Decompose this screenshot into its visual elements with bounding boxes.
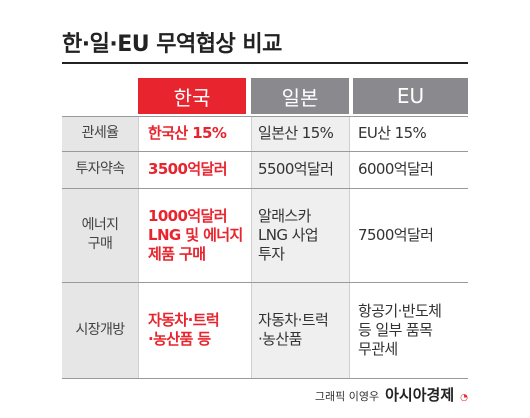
brand-mark-icon: ◔ <box>460 393 468 403</box>
cell-korea-market: 자동차·트럭 ·농산품 등 <box>148 311 220 348</box>
cell-japan-energy: 알래스카 LNG 사업 투자 <box>258 206 319 263</box>
column-divider <box>138 116 139 378</box>
row-label-energy: 에너지 구매 <box>81 217 119 252</box>
row-label-market: 시장개방 <box>75 321 125 338</box>
brand-logo-text: 아시아경제 <box>385 386 455 404</box>
row-divider <box>62 116 468 117</box>
cell-eu-tariff: EU산 15% <box>358 124 427 142</box>
header-japan: 일본 <box>251 78 349 114</box>
japan-column-bg <box>251 116 349 378</box>
cell-eu-energy: 7500억달러 <box>358 225 434 244</box>
column-divider <box>251 116 252 378</box>
cell-korea-investment: 3500억달러 <box>148 160 228 178</box>
label-column-bg <box>62 116 138 378</box>
graphic-byline: 그래픽 이영우 <box>314 390 380 403</box>
cell-korea-energy: 1000억달러 LNG 및 에너지 제품 구매 <box>148 206 243 263</box>
cell-japan-market: 자동차·트럭 ·농산품 <box>258 311 329 348</box>
cell-eu-investment: 6000억달러 <box>358 160 434 178</box>
header-eu: EU <box>353 78 468 114</box>
row-divider <box>62 151 468 152</box>
cell-japan-tariff: 일본산 15% <box>258 124 334 142</box>
cell-japan-investment: 5500억달러 <box>258 160 334 178</box>
table-title: 한·일·EU 무역협상 비교 <box>62 32 282 57</box>
header-korea: 한국 <box>138 78 246 114</box>
row-divider <box>62 378 468 379</box>
row-divider <box>62 188 468 189</box>
row-label-tariff: 관세율 <box>81 125 119 141</box>
cell-eu-market: 항공기·반도체 등 일부 품목 무관세 <box>358 301 442 358</box>
title-rule <box>62 62 468 64</box>
column-divider <box>349 116 350 378</box>
cell-korea-tariff: 한국산 15% <box>148 124 227 142</box>
row-label-investment: 투자약속 <box>75 161 125 177</box>
row-divider <box>62 282 468 283</box>
credit: 그래픽 이영우 아시아경제 ◔ <box>315 384 468 405</box>
